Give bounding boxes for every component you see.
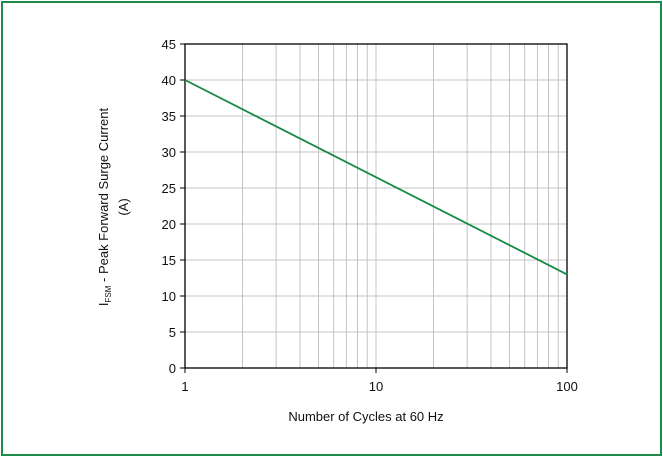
y-tick-label: 5 bbox=[169, 325, 176, 340]
y-tick-label: 10 bbox=[162, 289, 176, 304]
x-tick-label: 1 bbox=[181, 379, 188, 394]
series-layer bbox=[184, 79, 568, 276]
y-axis-label-subscript: FSM bbox=[104, 285, 113, 302]
y-tick-label: 40 bbox=[162, 73, 176, 88]
y-tick-label: 30 bbox=[162, 145, 176, 160]
y-tick-label: 45 bbox=[162, 37, 176, 52]
y-tick-label: 25 bbox=[162, 181, 176, 196]
y-axis-unit-label: (A) bbox=[116, 198, 131, 215]
x-tick-label: 10 bbox=[369, 379, 383, 394]
y-tick-label: 15 bbox=[162, 253, 176, 268]
y-axis-label: IFSM - Peak Forward Surge Current bbox=[96, 107, 113, 306]
x-axis-label: Number of Cycles at 60 Hz bbox=[288, 409, 443, 424]
grid-layer bbox=[185, 44, 567, 368]
y-tick-label: 35 bbox=[162, 109, 176, 124]
y-axis-label-symbol: I bbox=[96, 303, 111, 307]
tick-labels: 0 5 10 15 20 25 30 35 40 45 1 10 100 bbox=[162, 37, 578, 394]
y-tick-label: 20 bbox=[162, 217, 176, 232]
y-tick-label: 0 bbox=[169, 361, 176, 376]
x-tick-label: 100 bbox=[556, 379, 578, 394]
series-line bbox=[184, 79, 568, 276]
y-axis-label-text: - Peak Forward Surge Current bbox=[96, 107, 111, 285]
